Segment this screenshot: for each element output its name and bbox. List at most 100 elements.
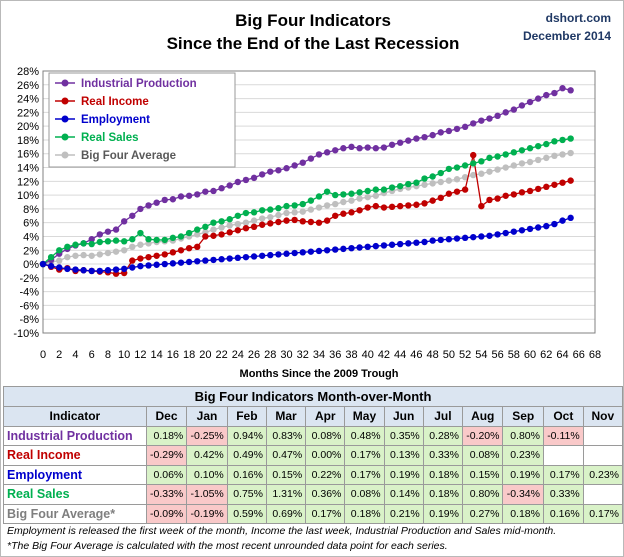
data-point xyxy=(64,243,71,251)
data-point xyxy=(567,149,574,157)
data-point xyxy=(364,243,371,251)
data-point xyxy=(234,254,242,262)
x-tick-label: 46 xyxy=(410,349,422,361)
data-point xyxy=(348,244,355,252)
data-point xyxy=(267,220,274,227)
data-point xyxy=(177,259,185,266)
table-cell: 0.23% xyxy=(582,464,624,485)
table-cell: 0.14% xyxy=(383,484,424,505)
table-row: Industrial Production 0.18% -0.25% 0.94% 0.8… xyxy=(3,425,624,446)
data-point xyxy=(372,186,380,193)
data-point xyxy=(104,267,112,274)
data-point xyxy=(380,144,388,151)
series-line xyxy=(42,217,571,272)
data-point xyxy=(153,199,160,206)
data-point xyxy=(421,175,428,182)
data-point xyxy=(307,206,315,213)
y-tick-label: 10% xyxy=(17,190,39,202)
data-point xyxy=(218,185,225,192)
data-point xyxy=(96,238,104,246)
table-cell: 0.35% xyxy=(383,425,424,446)
data-point xyxy=(364,193,371,201)
data-point xyxy=(405,240,412,247)
x-tick-label: 26 xyxy=(248,349,260,361)
data-point xyxy=(226,229,233,236)
data-point xyxy=(437,169,444,177)
data-point xyxy=(234,220,242,228)
data-point xyxy=(323,247,331,254)
data-point xyxy=(104,228,112,235)
data-point xyxy=(559,151,566,158)
data-point xyxy=(486,196,493,204)
data-point xyxy=(64,253,71,261)
x-tick-label: 44 xyxy=(394,349,406,361)
data-point xyxy=(356,145,363,152)
table-cell: 0.17% xyxy=(582,503,624,524)
y-tick-label: 8% xyxy=(23,204,39,216)
legend-item: Big Four Average xyxy=(55,150,176,162)
data-point xyxy=(445,127,453,135)
data-point xyxy=(534,185,542,193)
data-point xyxy=(437,178,444,186)
data-point xyxy=(567,135,574,142)
table-cell: 0.21% xyxy=(383,503,424,524)
data-point xyxy=(137,255,144,262)
data-point xyxy=(137,262,144,270)
data-point xyxy=(486,232,493,239)
data-point xyxy=(453,188,461,195)
data-point xyxy=(145,202,152,209)
data-point xyxy=(169,249,177,256)
table-cell: -0.25% xyxy=(186,425,228,446)
x-tick-label: 54 xyxy=(475,349,487,361)
data-point xyxy=(429,237,436,244)
table-cell: 0.33% xyxy=(422,445,463,466)
table-cell: 0.19% xyxy=(422,503,463,524)
data-point xyxy=(502,109,509,116)
data-point xyxy=(250,253,258,260)
data-point xyxy=(453,125,461,133)
data-point xyxy=(461,162,469,169)
data-point xyxy=(307,155,315,162)
table-cell: 0.17% xyxy=(344,464,385,485)
data-point xyxy=(194,243,201,251)
data-point xyxy=(534,224,542,231)
month-header: Jun xyxy=(383,406,424,427)
indicator-name: Real Income xyxy=(3,445,147,466)
data-point xyxy=(299,249,306,256)
table-cell: 0.17% xyxy=(305,503,346,524)
data-point xyxy=(242,219,250,226)
table-cell: 0.75% xyxy=(226,484,267,505)
y-tick-label: 0% xyxy=(23,259,39,271)
series-employment xyxy=(39,214,574,275)
data-point xyxy=(129,264,136,271)
data-point xyxy=(226,222,233,229)
legend-swatch-marker xyxy=(61,79,69,87)
data-point xyxy=(137,229,144,237)
legend-swatch-marker xyxy=(61,151,69,159)
data-point xyxy=(470,151,477,159)
data-point xyxy=(486,168,493,175)
data-point xyxy=(218,256,225,263)
y-tick-label: -8% xyxy=(19,314,39,326)
data-point xyxy=(96,251,104,258)
x-tick-label: 12 xyxy=(134,349,146,361)
x-tick-label: 32 xyxy=(297,349,309,361)
data-point xyxy=(453,164,461,171)
data-point xyxy=(526,158,534,166)
data-point xyxy=(120,218,128,225)
footnote-line2: *The Big Four Average is calculated with… xyxy=(7,540,448,552)
table-cell: 0.18% xyxy=(145,425,188,446)
data-point xyxy=(194,231,201,238)
data-point xyxy=(194,226,201,233)
table-cell: 0.06% xyxy=(145,464,188,485)
data-point xyxy=(112,248,120,255)
data-point xyxy=(202,233,209,240)
table-cell: 0.15% xyxy=(461,464,504,485)
y-tick-label: 20% xyxy=(17,121,39,133)
data-point xyxy=(210,226,217,233)
legend-swatch-marker xyxy=(61,97,69,105)
data-point xyxy=(210,256,217,264)
table-cell: 0.83% xyxy=(265,425,307,446)
y-tick-label: 14% xyxy=(17,163,39,175)
y-tick-label: 18% xyxy=(17,135,39,147)
